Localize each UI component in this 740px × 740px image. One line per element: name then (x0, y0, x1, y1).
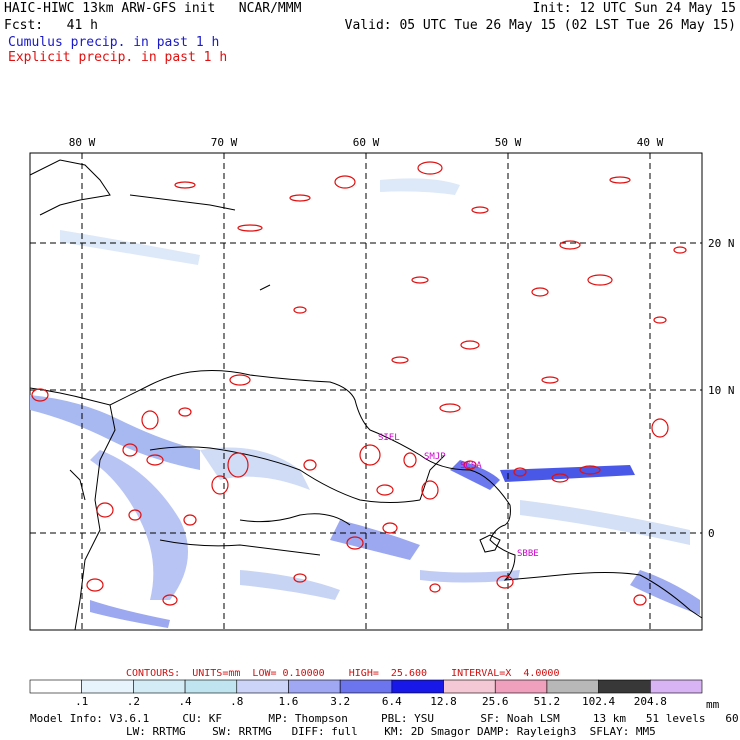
station-label: SCSA (460, 461, 482, 471)
colorbar-swatch (339, 679, 393, 694)
colorbar-unit: mm (706, 698, 720, 711)
model-info-line2: LW: RRTMG SW: RRTMG DIFF: full KM: 2D Sm… (126, 725, 656, 738)
lon-label: 70 W (211, 136, 238, 149)
lon-label: 80 W (69, 136, 96, 149)
colorbar-label: .1 (75, 695, 88, 708)
plot-title: HAIC-HIWC 13km ARW-GFS init NCAR/MMM (4, 1, 302, 16)
colorbar-label: 204.8 (634, 695, 667, 708)
model-info-line1: Model Info: V3.6.1 CU: KF MP: Thompson P… (30, 712, 740, 725)
station-markers: SIEL SMJP SCSA SBBE (378, 433, 539, 559)
colorbar-label: .2 (127, 695, 140, 708)
contours-info: CONTOURS: UNITS=mm LOW= 0.10000 HIGH= 25… (126, 668, 560, 679)
station-label: SMJP (424, 452, 446, 462)
colorbar-swatch (29, 679, 82, 694)
colorbar-swatch (133, 679, 186, 694)
lon-label: 40 W (637, 136, 664, 149)
lat-lon-grid (30, 153, 702, 630)
station-label: SIEL (378, 433, 400, 443)
colorbar-label: 102.4 (582, 695, 615, 708)
lon-label: 50 W (495, 136, 522, 149)
colorbar-label: 12.8 (430, 695, 457, 708)
station-label: SBBE (517, 549, 539, 559)
map-frame (29, 152, 703, 631)
valid-time: Valid: 05 UTC Tue 26 May 15 (02 LST Tue … (344, 18, 736, 33)
colorbar-label: .8 (230, 695, 243, 708)
colorbar-swatch (650, 679, 703, 694)
colorbar-swatch (443, 679, 496, 694)
colorbar-label: 25.6 (482, 695, 509, 708)
legend-explicit: Explicit precip. in past 1 h (8, 50, 228, 65)
colorbar-swatch (391, 679, 444, 694)
forecast-hour: Fcst: 41 h (4, 18, 98, 33)
colorbar-swatch (81, 679, 134, 694)
init-time: Init: 12 UTC Sun 24 May 15 (532, 1, 737, 16)
colorbar-label: .4 (178, 695, 192, 708)
colorbar-label: 51.2 (534, 695, 561, 708)
colorbar-label: 6.4 (382, 695, 402, 708)
lat-label: 0 (708, 527, 715, 540)
colorbar: .1.2.4.8 1.6 3.2 6.4 12.8 25.6 51.2 102.4 204.8 … (29, 679, 720, 711)
colorbar-swatch (236, 679, 289, 694)
colorbar-label: 3.2 (330, 695, 350, 708)
cumulus-precip-areas (30, 178, 700, 628)
colorbar-swatch (288, 679, 341, 694)
precip-map: 80 W 70 W 60 W 50 W 40 W 20 N 10 N 0 SIE… (29, 136, 735, 631)
colorbar-swatch (494, 679, 548, 694)
lat-label: 10 N (708, 384, 735, 397)
colorbar-swatch (546, 679, 599, 694)
legend-cumulus: Cumulus precip. in past 1 h (8, 35, 220, 50)
colorbar-swatch (598, 679, 651, 694)
lat-label: 20 N (708, 237, 735, 250)
explicit-precip-contours (31, 161, 687, 606)
colorbar-swatch (184, 679, 238, 694)
coastlines (29, 159, 703, 631)
colorbar-label: 1.6 (279, 695, 299, 708)
lon-label: 60 W (353, 136, 380, 149)
